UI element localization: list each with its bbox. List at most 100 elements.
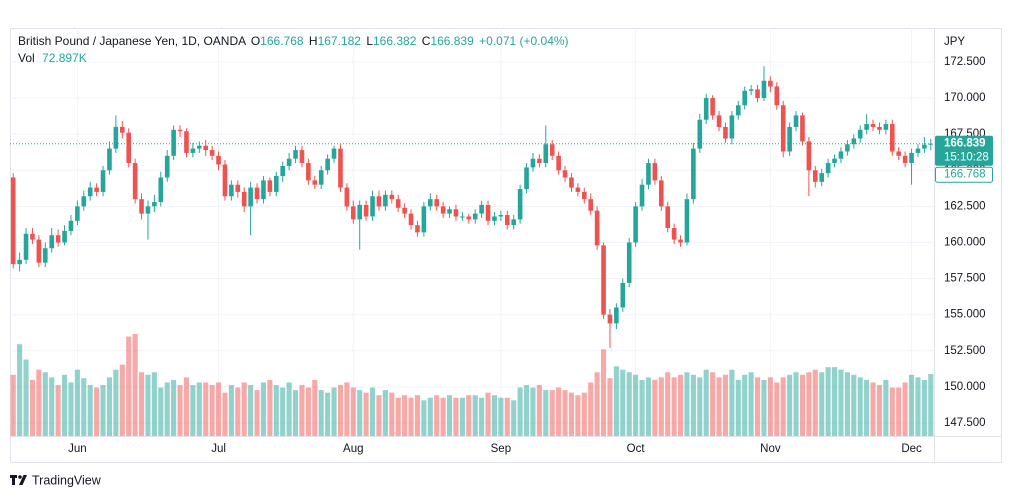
candle-body <box>248 187 253 207</box>
candle-body <box>100 170 106 192</box>
x-tick-label: Sep <box>491 443 511 455</box>
volume-bar <box>819 372 825 436</box>
candle-body <box>620 282 626 308</box>
candle-body <box>171 129 176 156</box>
volume-bar <box>190 385 196 436</box>
volume-bar <box>498 397 504 436</box>
volume-bar <box>363 392 369 436</box>
candle-body <box>55 235 61 243</box>
candle-body <box>306 163 311 181</box>
volume-bar <box>215 382 222 436</box>
volume-bar <box>94 387 100 436</box>
volume-bar <box>453 397 459 436</box>
volume-bar <box>106 377 113 436</box>
candle-body <box>485 204 491 221</box>
candle-body <box>800 115 805 142</box>
volume-bar <box>254 390 260 436</box>
volume-bar <box>908 374 915 436</box>
candle-body <box>126 132 132 164</box>
y-tick-label: 162.500 <box>944 200 986 212</box>
candle-body <box>691 148 696 200</box>
volume-bar <box>774 382 780 436</box>
volume-bar <box>600 349 607 436</box>
candle-body <box>556 155 561 171</box>
axes: 147.500 150.000 152.500 155.000 157.500 160.0… <box>68 56 993 455</box>
candle-body <box>909 152 914 164</box>
volume-bar <box>119 364 125 436</box>
x-tick-label: Aug <box>343 443 363 455</box>
volume-bar <box>164 382 170 436</box>
candle-body <box>216 155 221 165</box>
candle-body <box>902 155 908 164</box>
candle-body <box>30 233 35 240</box>
volume-bar <box>402 395 408 436</box>
candle-body <box>812 170 818 182</box>
volume-bar <box>876 385 883 436</box>
candle-body <box>857 129 863 139</box>
volume-bar <box>446 395 453 436</box>
volume-bar <box>671 377 677 436</box>
candle-body <box>870 124 876 127</box>
volume-bar <box>382 390 388 436</box>
volume-bar <box>511 400 517 436</box>
candle-body <box>729 115 735 139</box>
volume-bar <box>921 379 927 436</box>
candle-body <box>402 207 407 214</box>
close-label: C <box>422 34 431 48</box>
volume-bar <box>17 344 23 436</box>
volume-pane <box>10 334 934 436</box>
volume-bar <box>29 379 36 436</box>
candle-body <box>36 239 42 263</box>
volume-bar <box>427 397 433 436</box>
volume-bar <box>626 372 632 436</box>
volume-bar <box>575 395 581 436</box>
candle-body <box>780 105 786 152</box>
candle-body <box>864 124 869 130</box>
volume-label: Vol <box>18 51 35 65</box>
volume-bar <box>581 392 587 436</box>
candle-body <box>132 163 138 200</box>
volume-bar <box>369 387 376 436</box>
volume-bar <box>780 377 786 436</box>
volume-bar <box>568 392 575 436</box>
logo-slash <box>19 475 27 485</box>
volume-bar <box>68 382 74 436</box>
candle-body <box>331 148 337 159</box>
volume-bar <box>549 390 555 436</box>
candle-body <box>299 150 305 164</box>
candle-body <box>569 177 574 188</box>
volume-bar <box>504 397 510 436</box>
candle-body <box>517 189 523 220</box>
change: +0.071 (+0.04%) <box>479 34 568 48</box>
volume-bar <box>158 387 164 436</box>
candle-body <box>344 187 350 207</box>
volume-bar <box>928 374 934 436</box>
candle-body <box>261 180 266 200</box>
candle-body <box>408 213 414 226</box>
open-price-label: 166.768 <box>944 169 986 181</box>
volume-bar <box>113 369 119 436</box>
volume-bar <box>639 379 645 436</box>
candle-body <box>49 235 55 249</box>
volume-bar <box>312 379 318 436</box>
candle-body <box>203 145 209 151</box>
candle-body <box>537 158 542 164</box>
last-price-label: 166.839 <box>944 138 986 150</box>
volume-bar <box>10 374 16 436</box>
candle-body <box>81 196 87 207</box>
volume-bar <box>472 395 478 436</box>
volume-bar <box>645 377 652 436</box>
candle-body <box>896 151 902 156</box>
candle-body <box>113 126 119 149</box>
candle-body <box>145 206 151 214</box>
volume-bar <box>376 395 382 436</box>
candle-body <box>119 126 125 133</box>
candle-body <box>184 131 189 153</box>
volume-bar <box>126 336 132 436</box>
volume-bar <box>594 372 600 436</box>
candle-body <box>177 129 183 132</box>
volume-bar <box>613 366 619 436</box>
currency: JPY <box>944 36 965 48</box>
candle-body <box>23 233 29 260</box>
